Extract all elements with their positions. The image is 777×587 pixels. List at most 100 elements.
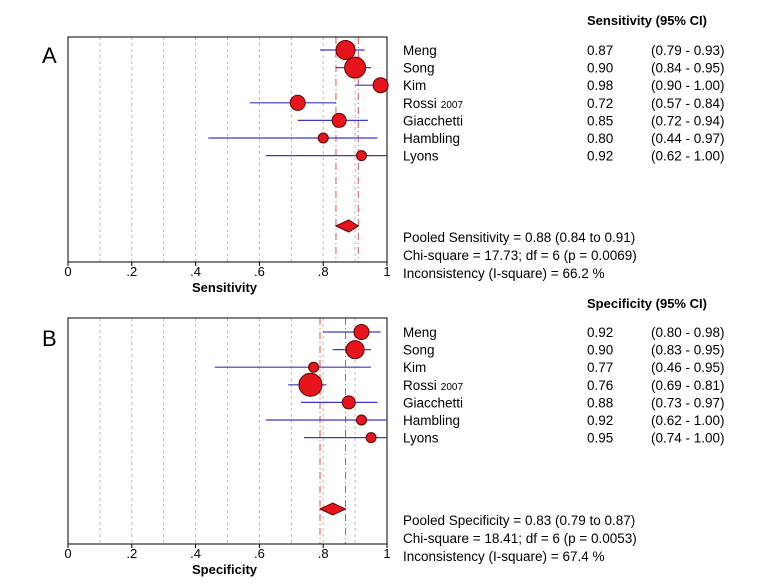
- pooled-estimate-diamond: [334, 219, 360, 233]
- panel-label: A: [42, 43, 57, 68]
- study-ci-text: (0.79 - 0.93): [651, 43, 725, 58]
- study-ci-text: (0.83 - 0.95): [651, 343, 725, 358]
- study-ci-text: (0.57 - 0.84): [651, 96, 725, 111]
- study-name-text: Meng: [403, 325, 437, 340]
- study-name-text: Giacchetti: [403, 113, 463, 128]
- study-name: Giacchetti: [403, 113, 463, 128]
- x-tick-label: 1: [383, 546, 390, 561]
- study-name-text: Rossi: [403, 378, 437, 393]
- study-estimate: 0.77: [587, 360, 613, 375]
- x-tick-label: .8: [318, 546, 329, 561]
- summary-line: Chi-square = 18.41; df = 6 (p = 0.0053): [403, 531, 637, 546]
- study-ci-text: (0.44 - 0.97): [651, 131, 725, 146]
- study-name-text: Meng: [403, 43, 437, 58]
- study-name: Meng: [403, 43, 437, 58]
- forest-panel-b: B Specificity (95% CI) Meng 0.92 (0.80 - 0.9…: [42, 296, 725, 577]
- x-tick-label: 0: [64, 546, 71, 561]
- study-point-marker: [308, 361, 320, 373]
- study-estimate: 0.98: [587, 78, 613, 93]
- plot-frame: [67, 36, 388, 263]
- study-name-text: Kim: [403, 78, 426, 93]
- summary-line: Inconsistency (I-square) = 66.2 %: [403, 266, 604, 281]
- study-point-marker: [335, 40, 356, 60]
- study-ci-text: (0.62 - 1.00): [651, 413, 725, 428]
- x-tick-label: 1: [383, 264, 390, 279]
- study-name-text: Lyons: [403, 431, 439, 446]
- study-name-text: Lyons: [403, 149, 439, 164]
- study-name-text: Hambling: [403, 131, 460, 146]
- study-point-marker: [331, 112, 347, 128]
- study-point-marker: [353, 324, 370, 340]
- study-name: Song: [403, 343, 435, 358]
- x-tick-label: .2: [126, 546, 137, 561]
- summary-line: Chi-square = 17.73; df = 6 (p = 0.0069): [403, 248, 637, 263]
- study-ci-text: (0.69 - 0.81): [651, 378, 725, 393]
- summary-line: Pooled Specificity = 0.83 (0.79 to 0.87): [403, 513, 635, 528]
- study-name: Song: [403, 61, 435, 76]
- study-year: 2007: [441, 382, 464, 393]
- study-point-marker: [355, 414, 367, 426]
- study-estimate: 0.72: [587, 96, 613, 111]
- study-ci-text: (0.80 - 0.98): [651, 325, 725, 340]
- study-name: Kim: [403, 360, 426, 375]
- study-estimate: 0.76: [587, 378, 613, 393]
- study-estimate: 0.92: [587, 149, 613, 164]
- column-header: Specificity (95% CI): [587, 296, 707, 311]
- pooled-estimate-diamond: [318, 502, 347, 516]
- x-axis-title: Sensitivity: [192, 280, 258, 295]
- study-point-marker: [298, 372, 323, 397]
- summary-line: Pooled Sensitivity = 0.88 (0.84 to 0.91): [403, 230, 635, 245]
- study-estimate: 0.90: [587, 61, 613, 76]
- study-ci-text: (0.84 - 0.95): [651, 61, 725, 76]
- study-name-text: Song: [403, 61, 435, 76]
- study-ci-text: (0.72 - 0.94): [651, 113, 725, 128]
- study-name: Meng: [403, 325, 437, 340]
- study-name-text: Kim: [403, 360, 426, 375]
- study-name: Rossi 2007: [403, 378, 463, 393]
- study-name-text: Giacchetti: [403, 395, 463, 410]
- summary-line: Inconsistency (I-square) = 67.4 %: [403, 549, 604, 564]
- study-name-text: Hambling: [403, 413, 460, 428]
- study-name: Hambling: [403, 131, 460, 146]
- x-tick-label: .6: [254, 546, 265, 561]
- study-estimate: 0.92: [587, 413, 613, 428]
- study-year: 2007: [441, 100, 464, 111]
- study-name: Hambling: [403, 413, 460, 428]
- study-ci-text: (0.73 - 0.97): [651, 395, 725, 410]
- forest-panel-a: A Sensitivity (95% CI) Meng 0.87 (0.79 - 0.9…: [42, 13, 725, 295]
- study-name-text: Rossi: [403, 96, 437, 111]
- study-name: Rossi 2007: [403, 96, 463, 111]
- study-name: Lyons: [403, 431, 439, 446]
- study-point-marker: [289, 94, 306, 111]
- study-point-marker: [345, 340, 365, 360]
- x-tick-label: .4: [190, 264, 201, 279]
- study-name: Kim: [403, 78, 426, 93]
- x-tick-label: .2: [126, 264, 137, 279]
- study-point-marker: [344, 56, 367, 79]
- study-estimate: 0.80: [587, 131, 613, 146]
- panel-label: B: [42, 326, 57, 351]
- x-tick-label: .4: [190, 546, 201, 561]
- study-estimate: 0.95: [587, 431, 613, 446]
- plot-frame: [67, 317, 388, 545]
- study-ci-text: (0.90 - 1.00): [651, 78, 725, 93]
- x-tick-label: .8: [318, 264, 329, 279]
- study-estimate: 0.92: [587, 325, 613, 340]
- study-point-marker: [317, 132, 329, 144]
- study-name-text: Song: [403, 343, 435, 358]
- study-estimate: 0.88: [587, 395, 613, 410]
- study-estimate: 0.90: [587, 343, 613, 358]
- study-point-marker: [365, 432, 377, 444]
- study-estimate: 0.85: [587, 113, 613, 128]
- study-ci-text: (0.62 - 1.00): [651, 149, 725, 164]
- study-point-marker: [355, 150, 367, 162]
- study-ci-text: (0.74 - 1.00): [651, 431, 725, 446]
- study-point-marker: [372, 77, 389, 94]
- x-tick-label: 0: [64, 264, 71, 279]
- x-axis-title: Specificity: [192, 562, 258, 577]
- column-header: Sensitivity (95% CI): [587, 13, 707, 28]
- study-ci-text: (0.46 - 0.95): [651, 360, 725, 375]
- study-name: Lyons: [403, 149, 439, 164]
- x-tick-label: .6: [254, 264, 265, 279]
